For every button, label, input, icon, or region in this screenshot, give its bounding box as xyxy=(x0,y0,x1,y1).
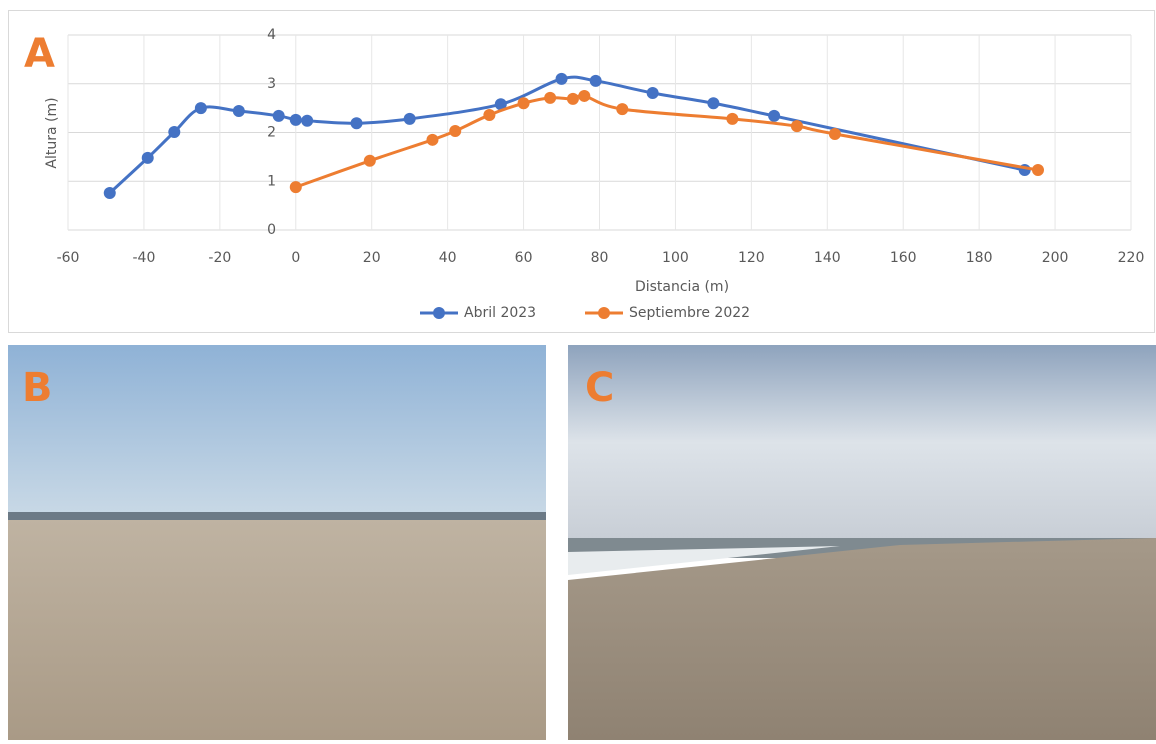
x-tick-label: 80 xyxy=(591,250,609,266)
legend-marker xyxy=(433,307,445,319)
x-tick-label: 60 xyxy=(515,250,533,266)
data-point xyxy=(707,97,719,109)
page: A B C Distancia (m) Altura (m) 0 1 2 3 4 -60 -… xyxy=(0,0,1156,740)
y-tick-label: 2 xyxy=(267,125,276,141)
legend-label: Septiembre 2022 xyxy=(629,305,750,321)
y-tick-label: 1 xyxy=(267,173,276,189)
x-tick-label: 180 xyxy=(966,250,993,266)
data-point xyxy=(364,155,376,167)
data-point xyxy=(290,181,302,193)
data-point xyxy=(273,110,285,122)
x-tick-label: 200 xyxy=(1042,250,1069,266)
photo-c xyxy=(568,345,1156,740)
chart-frame xyxy=(9,11,1155,333)
data-point xyxy=(233,105,245,117)
data-point xyxy=(404,113,416,125)
data-point xyxy=(195,102,207,114)
data-point xyxy=(290,114,302,126)
data-point xyxy=(791,120,803,132)
data-point xyxy=(483,109,495,121)
data-point xyxy=(567,93,579,105)
data-point xyxy=(556,73,568,85)
data-point xyxy=(301,115,313,127)
legend-marker xyxy=(598,307,610,319)
figure: A B C Distancia (m) Altura (m) 0 1 2 3 4 -60 -… xyxy=(0,0,1156,740)
x-axis-label: Distancia (m) xyxy=(635,279,729,295)
x-tick-label: 100 xyxy=(662,250,689,266)
x-tick-label: 120 xyxy=(738,250,765,266)
data-point xyxy=(142,152,154,164)
data-point xyxy=(590,75,602,87)
data-point xyxy=(518,97,530,109)
y-axis-label: Altura (m) xyxy=(44,97,60,168)
x-tick-label: -40 xyxy=(132,250,155,266)
data-point xyxy=(616,103,628,115)
photo-b xyxy=(8,345,546,740)
data-point xyxy=(168,126,180,138)
data-point xyxy=(768,110,780,122)
data-point xyxy=(104,187,116,199)
panel-label: C xyxy=(585,365,614,411)
x-tick-label: 40 xyxy=(439,250,457,266)
data-point xyxy=(1032,164,1044,176)
x-tick-label: -20 xyxy=(208,250,231,266)
x-tick-label: 160 xyxy=(890,250,917,266)
y-tick-label: 0 xyxy=(267,222,276,238)
data-point xyxy=(351,117,363,129)
x-tick-label: -60 xyxy=(57,250,80,266)
data-point xyxy=(647,87,659,99)
data-point xyxy=(426,134,438,146)
x-tick-label: 220 xyxy=(1118,250,1145,266)
x-tick-label: 140 xyxy=(814,250,841,266)
data-point xyxy=(544,92,556,104)
panel-label: A xyxy=(24,31,55,77)
y-tick-label: 4 xyxy=(267,27,276,43)
data-point xyxy=(829,128,841,140)
panel-label: B xyxy=(22,365,53,411)
x-tick-label: 20 xyxy=(363,250,381,266)
data-point xyxy=(578,90,590,102)
legend-label: Abril 2023 xyxy=(464,305,536,321)
y-tick-label: 3 xyxy=(267,76,276,92)
data-point xyxy=(449,125,461,137)
data-point xyxy=(726,113,738,125)
x-tick-label: 0 xyxy=(291,250,300,266)
